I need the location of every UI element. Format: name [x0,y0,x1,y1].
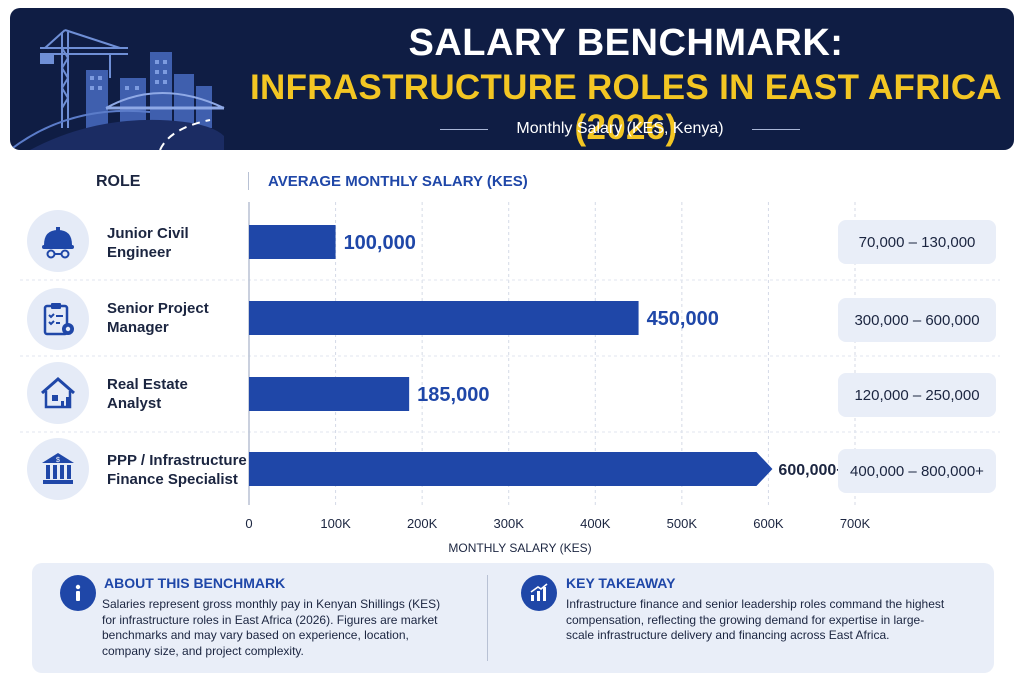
role-label-line: Senior Project [107,300,209,317]
takeaway-title: KEY TAKEAWAY [566,575,676,591]
role-label-line: Real Estate [107,376,188,393]
bar [249,225,336,259]
bar-value-label: 600,000+ [778,462,845,479]
bar [249,377,410,411]
role-label-junior-civil-engineer: Junior Civil Engineer [107,224,247,262]
role-label-senior-project-manager: Senior Project Manager [107,299,247,337]
role-label-real-estate-analyst: Real Estate Analyst [107,375,247,413]
role-label-line: PPP / Infrastructure [107,452,247,469]
role-label-ppp-finance-specialist: PPP / Infrastructure Finance Specialist [107,451,247,489]
about-text-line: Salaries represent gross monthly pay in … [102,597,441,611]
clipboard-gear-icon [43,303,74,336]
role-label-line: Analyst [107,395,162,412]
x-tick-label: 300K [494,516,525,531]
header-banner: SALARY BENCHMARK: INFRASTRUCTURE ROLES I… [10,8,1014,150]
salary-range-box: 300,000 – 600,000 [838,298,996,342]
hard-hat-icon [42,227,74,259]
role-label-line: Finance Specialist [107,471,238,488]
about-text-line: benchmarks and may vary based on experie… [102,628,409,642]
house-chart-icon [41,377,75,409]
svg-text:$: $ [56,457,60,464]
role-icon-circle [27,362,89,424]
x-tick-label: 100K [320,516,351,531]
title-line-2: INFRASTRUCTURE ROLES IN EAST AFRICA (202… [250,68,1002,147]
x-tick-label: 500K [667,516,698,531]
takeaway-text: Infrastructure finance and senior leader… [566,597,986,644]
x-tick-label: 0 [245,516,252,531]
role-label-line: Engineer [107,244,172,261]
x-tick-label: 700K [840,516,871,531]
column-separator [248,172,249,190]
about-title: ABOUT THIS BENCHMARK [104,575,286,591]
salary-range-box: 120,000 – 250,000 [838,373,996,417]
salary-range-box: 400,000 – 800,000+ [838,449,996,493]
bar [249,301,639,335]
about-text-line: for infrastructure roles in East Africa … [102,612,438,627]
role-icon-circle [27,288,89,350]
bar [249,452,773,486]
salary-column-header: AVERAGE MONTHLY SALARY (KES) [268,173,528,190]
bank-icon: $ [42,453,74,484]
construction-crane-skyline-road-icon [10,29,225,150]
about-text: Salaries represent gross monthly pay in … [102,597,482,659]
title-line-1: SALARY BENCHMARK: [408,22,844,64]
role-icon-circle: $ [27,438,89,500]
role-label-line: Junior Civil [107,225,189,242]
subtitle: Monthly Salary (KES, Kenya) [516,120,724,137]
role-column-header: ROLE [96,173,141,190]
bar-chart-icon [521,575,557,611]
bar-value-label: 100,000 [344,232,416,254]
bar-value-label: 450,000 [647,308,719,330]
x-tick-label: 400K [580,516,611,531]
role-label-line: Manager [107,319,169,336]
x-tick-label: 200K [407,516,438,531]
x-tick-label: 600K [753,516,784,531]
salary-range-box: 70,000 – 130,000 [838,220,996,264]
bar-value-label: 185,000 [417,384,489,406]
about-text-line: company size, and project complexity. [102,643,304,658]
info-panel [32,563,994,673]
takeaway-text-line: scale infrastructure delivery and financ… [566,628,890,642]
role-icon-circle [27,210,89,272]
takeaway-text-line: Infrastructure finance and senior leader… [566,597,945,611]
x-axis-label: MONTHLY SALARY (KES) [448,541,591,555]
info-icon [60,575,96,611]
takeaway-text-line: compensation, reflecting the growing dem… [566,612,925,627]
subtitle-row: Monthly Salary (KES, Kenya) [440,118,800,140]
info-divider [487,575,488,661]
